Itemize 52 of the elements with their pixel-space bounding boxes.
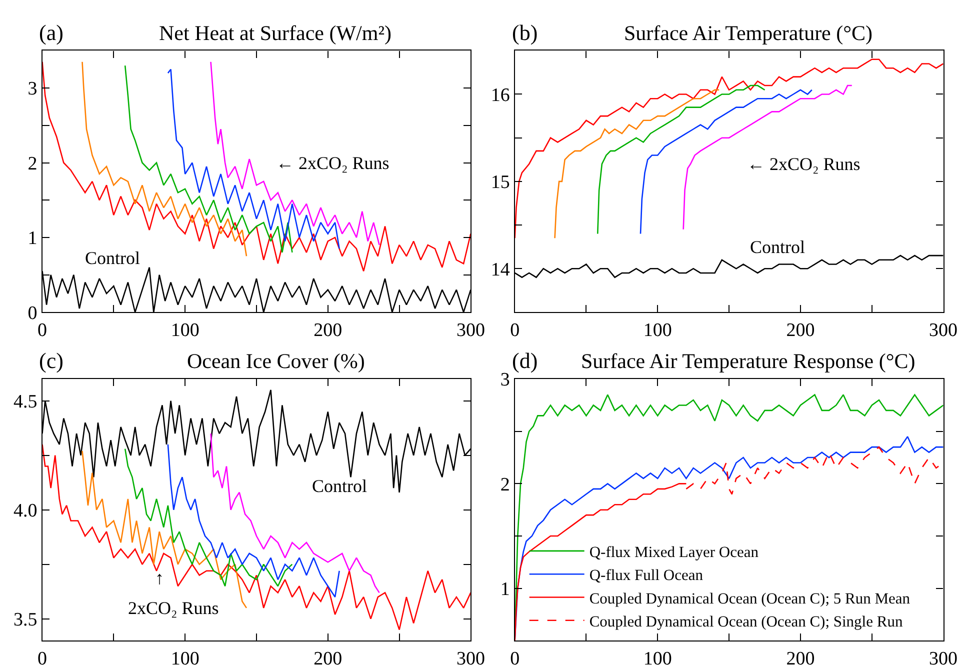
y-tick-label: 4.0 [14,500,38,522]
x-tick-label: 100 [643,648,672,670]
x-tick-label: 100 [170,320,200,342]
text: (a) [39,20,64,45]
x-tick-label: 300 [929,320,958,342]
y-tick-label: 3 [500,370,510,391]
x-tick-label: 100 [170,648,200,670]
annotation: ↑ [155,568,164,588]
y-tick-label: 1 [28,228,38,250]
x-tick-label: 300 [456,320,485,342]
line-series [124,448,293,587]
y-tick-label: 2 [500,474,510,496]
x-tick-label: 300 [456,648,485,670]
text: (c) [39,348,64,373]
legend-label: Coupled Dynamical Ocean (Ocean C); 5 Run Mean [589,590,910,608]
x-tick-label: 300 [929,648,958,670]
annotation: Control [750,237,806,257]
x-tick-label: 100 [643,320,672,342]
y-tick-label: 15 [490,172,510,194]
y-tick-label: 1 [500,578,510,600]
y-tick-label: 4.5 [14,392,38,413]
x-tick-label: 200 [314,320,342,342]
y-tick-label: 3.5 [14,609,38,630]
annotation: 2xCO₂ Runs [128,598,219,618]
annotation: ← 2xCO₂ Runs [747,154,860,174]
text: (b) [512,20,538,45]
annotation: ← 2xCO₂ Runs [276,153,390,173]
text: (d) [512,348,538,373]
legend-label: Q-flux Full Ocean [589,567,704,584]
y-tick-label: 0 [28,302,38,324]
legend-label: Coupled Dynamical Ocean (Ocean C); Single Run [589,613,903,630]
line-series [42,444,471,630]
chart-title: Surface Air Temperature Response (°C) [581,349,916,373]
y-tick-label: 2 [28,153,38,174]
line-series [554,89,720,239]
x-tick-label: 200 [314,648,342,670]
chart-title: Net Heat at Surface (W/m²) [159,21,392,45]
annotation: Control [85,248,140,268]
y-tick-label: 16 [490,84,510,106]
y-tick-label: 14 [490,259,510,280]
x-tick-label: 200 [786,320,815,342]
legend-label: Q-flux Mixed Layer Ocean [589,544,759,561]
line-series [597,84,766,234]
line-series [124,64,293,254]
chart-title: Ocean Ice Cover (%) [187,349,365,373]
line-series [210,432,380,594]
line-series [42,61,471,272]
line-series [514,58,944,239]
x-tick-label: 200 [786,648,815,670]
annotation: Control [312,476,368,496]
chart-title: Surface Air Temperature (°C) [624,21,873,45]
y-tick-label: 3 [28,78,38,100]
